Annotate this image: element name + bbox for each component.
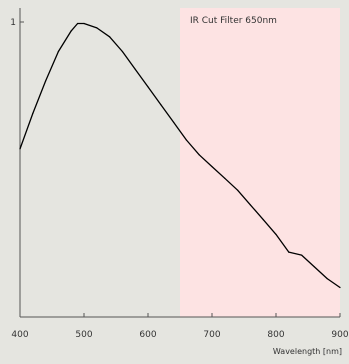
ir-cut-region-label: IR Cut Filter 650nm [190, 16, 277, 26]
series-point-0-0 [19, 148, 21, 150]
series-point-0-24 [313, 266, 315, 268]
ir-cut-region [180, 8, 340, 317]
x-tick-label-400: 400 [11, 330, 28, 340]
series-point-0-20 [262, 219, 264, 221]
series-point-0-2 [45, 80, 47, 82]
series-point-0-4 [70, 30, 72, 32]
series-point-0-7 [96, 27, 98, 29]
shaded-region-layer [180, 8, 340, 317]
series-point-0-10 [134, 68, 136, 70]
x-tick-label-900: 900 [331, 330, 348, 340]
x-tick-label-600: 600 [139, 330, 156, 340]
series-point-0-6 [83, 22, 85, 25]
series-point-0-3 [57, 50, 60, 53]
series-point-0-23 [301, 254, 303, 256]
series-layer [19, 22, 341, 289]
series-point-0-15 [198, 154, 200, 156]
y-tick-label-1: 1 [10, 18, 16, 28]
series-point-0-17 [224, 177, 226, 179]
label-layer: IR Cut Filter 650nm 400 500 600 700 800 900 1 Wa… [10, 16, 349, 356]
x-tick-label-700: 700 [203, 330, 220, 340]
series-point-0-26 [339, 286, 341, 289]
series-point-0-21 [275, 233, 277, 235]
series-point-0-8 [109, 36, 111, 38]
series-point-0-12 [160, 104, 162, 106]
series-point-0-22 [288, 251, 290, 253]
x-tick-label-800: 800 [267, 330, 284, 340]
series-point-0-18 [237, 189, 239, 191]
series-point-0-16 [211, 165, 213, 168]
series-point-0-11 [147, 86, 149, 88]
series-point-0-13 [173, 121, 175, 123]
x-axis-title: Wavelength [nm] [273, 347, 342, 356]
series-point-0-5 [77, 22, 79, 25]
x-tick-label-500: 500 [75, 330, 92, 340]
series-point-0-1 [32, 112, 34, 115]
series-point-0-9 [121, 50, 123, 53]
axes-layer [19, 8, 341, 318]
series-point-0-14 [185, 139, 187, 141]
series-point-0-19 [249, 204, 251, 206]
series-point-0-25 [326, 278, 328, 280]
